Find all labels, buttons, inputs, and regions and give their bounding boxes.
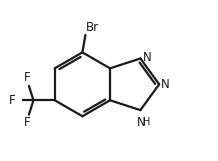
Text: N: N xyxy=(142,51,151,64)
Text: H: H xyxy=(143,117,150,127)
Text: N: N xyxy=(161,78,170,91)
Text: F: F xyxy=(9,94,16,107)
Text: F: F xyxy=(24,71,30,84)
Text: F: F xyxy=(24,116,30,129)
Text: N: N xyxy=(137,116,146,129)
Text: Br: Br xyxy=(86,21,99,34)
